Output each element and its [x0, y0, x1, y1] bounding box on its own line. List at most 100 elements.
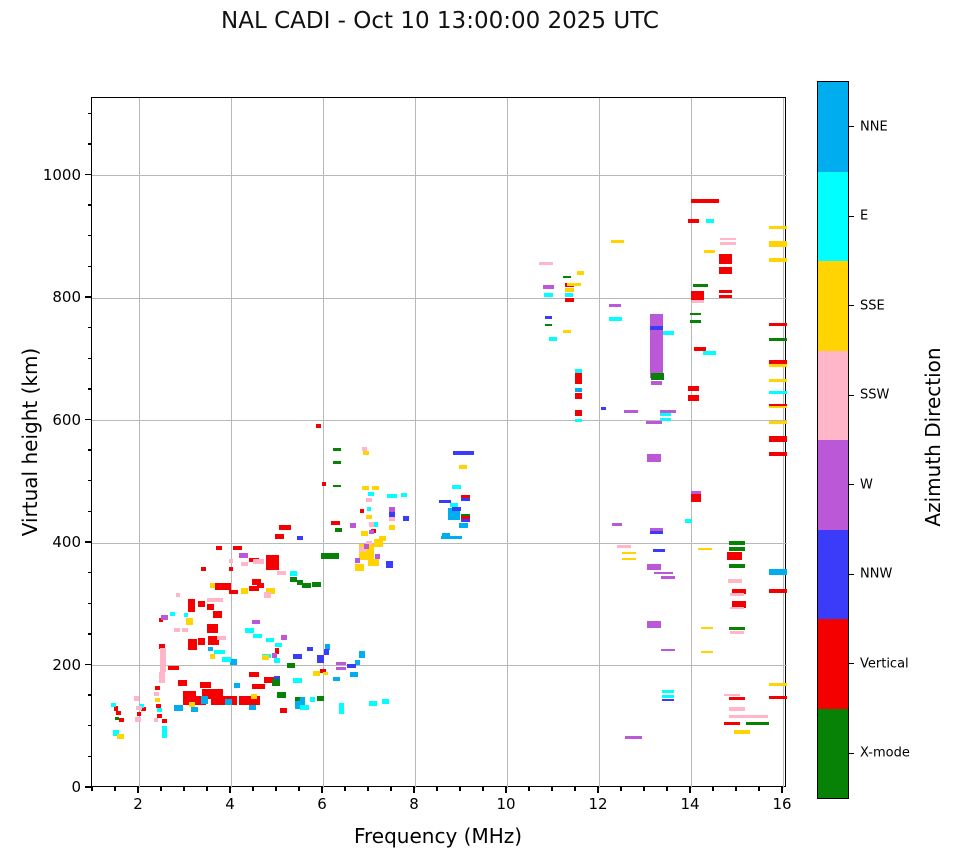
- echo-point-sse: [323, 671, 328, 676]
- echo-point-ssw: [206, 597, 223, 603]
- x-minor-tick: [344, 787, 346, 791]
- echo-point-vertical: [251, 683, 266, 689]
- x-major-tick: [597, 787, 599, 793]
- echo-point-vertical: [564, 297, 574, 302]
- echo-point-nne: [207, 646, 214, 652]
- echo-point-e: [381, 699, 389, 704]
- y-major-tick: [85, 663, 91, 666]
- echo-point-e: [300, 705, 310, 711]
- echo-point-ssw: [730, 630, 744, 634]
- echo-point-nnw: [307, 646, 313, 652]
- echo-point-nne: [359, 651, 365, 658]
- echo-point-vertical: [257, 583, 265, 589]
- echo-point-vertical: [279, 525, 291, 531]
- echo-point-vertical: [119, 717, 124, 723]
- echo-point-e: [548, 337, 558, 341]
- echo-point-sse: [366, 515, 372, 520]
- x-tick-label: 4: [225, 795, 235, 813]
- echo-point-ssw: [264, 592, 272, 598]
- echo-point-vertical: [215, 545, 223, 551]
- echo-point-w: [374, 554, 381, 559]
- echo-point-ssw: [154, 691, 159, 696]
- echo-point-vertical: [727, 552, 743, 561]
- y-minor-tick: [87, 755, 91, 758]
- echo-point-sse: [209, 583, 216, 589]
- x-tick-label: 12: [588, 795, 608, 813]
- echo-point-sse: [701, 626, 713, 630]
- x-minor-tick: [436, 787, 438, 791]
- echo-point-sse: [251, 693, 257, 699]
- echo-point-vertical: [769, 695, 787, 700]
- y-gridline: [92, 175, 787, 176]
- y-major-tick: [85, 173, 91, 176]
- echo-point-w: [649, 527, 664, 532]
- echo-point-nne: [575, 388, 582, 392]
- echo-point-nnw: [544, 316, 552, 319]
- echo-point-ssw: [174, 627, 180, 633]
- echo-point-vertical: [691, 199, 719, 204]
- echo-point-x-mode: [728, 547, 746, 551]
- echo-point-e: [373, 522, 379, 527]
- x-gridline: [138, 98, 140, 788]
- echo-point-e: [659, 412, 672, 416]
- echo-point-vertical: [724, 722, 741, 726]
- echo-point-e: [170, 611, 175, 617]
- echo-point-ssw: [365, 540, 373, 546]
- echo-point-nne: [200, 696, 208, 705]
- echo-point-e: [157, 708, 162, 713]
- echo-point-vertical: [575, 393, 582, 399]
- echo-point-vertical: [158, 644, 166, 649]
- echo-point-vertical: [182, 691, 197, 699]
- echo-point-vertical: [694, 347, 706, 351]
- echo-point-ssw: [358, 546, 366, 552]
- x-gridline: [598, 98, 600, 788]
- echo-point-w: [661, 648, 675, 652]
- echo-point-x-mode: [271, 679, 281, 687]
- x-major-tick: [229, 787, 231, 793]
- echo-point-sse: [697, 547, 712, 551]
- echo-point-x-mode: [332, 447, 341, 451]
- echo-point-e: [274, 642, 282, 647]
- echo-point-nne: [190, 707, 198, 713]
- echo-point-ssw: [175, 592, 181, 598]
- echo-point-e: [451, 485, 461, 490]
- echo-point-w: [252, 619, 261, 625]
- echo-point-x-mode: [289, 577, 297, 583]
- echo-point-vertical: [188, 639, 198, 651]
- y-tick-label: 400: [52, 533, 81, 551]
- echo-point-nnw: [389, 512, 395, 518]
- echo-point-nne: [233, 683, 241, 689]
- echo-point-vertical: [687, 395, 700, 401]
- y-major-tick: [85, 541, 91, 543]
- echo-point-vertical: [249, 671, 259, 677]
- echo-point-x-mode: [728, 627, 746, 631]
- echo-point-ssw: [539, 261, 553, 265]
- echo-point-vertical: [718, 294, 733, 298]
- echo-point-sse: [379, 535, 387, 541]
- echo-point-w: [160, 614, 168, 621]
- echo-point-vertical: [575, 410, 582, 416]
- echo-point-vertical: [687, 218, 700, 223]
- colorbar-category-label: NNW: [860, 566, 893, 582]
- echo-point-nnw: [386, 561, 394, 568]
- echo-point-vertical: [321, 482, 327, 487]
- echo-point-nne: [355, 659, 360, 665]
- echo-point-vertical: [316, 423, 321, 429]
- x-major-tick: [413, 787, 415, 793]
- echo-point-sse: [769, 405, 787, 409]
- x-gridline: [414, 98, 416, 788]
- echo-point-vertical: [274, 647, 280, 654]
- echo-point-w: [389, 506, 395, 512]
- echo-point-w: [542, 285, 555, 289]
- echo-point-sse: [610, 239, 625, 244]
- echo-point-ssw: [728, 707, 746, 711]
- echo-point-w: [624, 409, 639, 413]
- echo-point-nnw: [317, 655, 325, 664]
- echo-point-x-mode: [294, 697, 301, 702]
- echo-point-sse: [733, 729, 750, 734]
- echo-point-w: [336, 662, 347, 665]
- echo-point-nnw: [452, 451, 474, 455]
- echo-point-sse: [209, 654, 216, 660]
- echo-point-x-mode: [728, 564, 746, 569]
- echo-point-vertical: [718, 253, 733, 264]
